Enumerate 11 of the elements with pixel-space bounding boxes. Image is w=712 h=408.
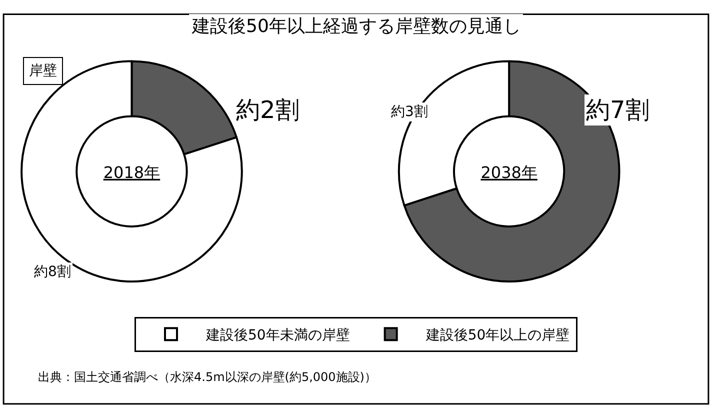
- text: 岸壁: [29, 63, 57, 79]
- data-label: 約3割: [391, 104, 428, 120]
- text: 建設後50年以上経過する岸壁数の見通し: [191, 16, 521, 37]
- data-label: 約7割: [586, 96, 650, 124]
- legend-label: 建設後50年未満の岸壁: [205, 328, 350, 344]
- source-note: 出典：国土交通省調べ（水深4.5m以深の岸壁(約5,000施設)）: [38, 370, 376, 384]
- text: 2038年: [480, 162, 538, 182]
- text: 2018年: [103, 162, 160, 182]
- data-label: 約8割: [34, 264, 71, 280]
- legend-label: 建設後50年以上の岸壁: [424, 328, 570, 344]
- data-label: 約2割: [236, 96, 300, 124]
